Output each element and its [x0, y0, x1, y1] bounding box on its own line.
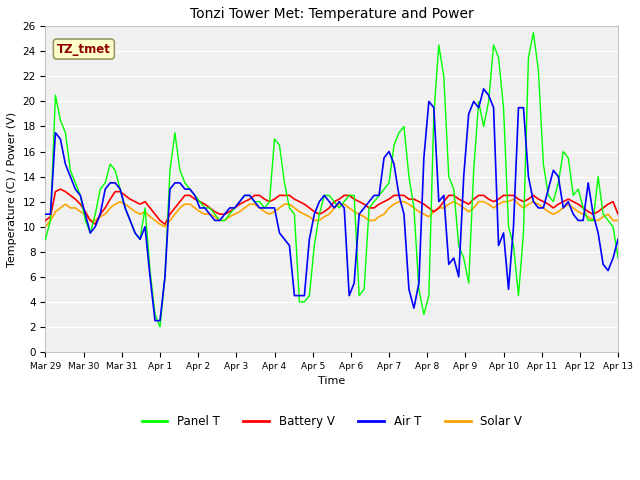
X-axis label: Time: Time	[318, 376, 346, 386]
Y-axis label: Temperature (C) / Power (V): Temperature (C) / Power (V)	[7, 111, 17, 267]
Legend: Panel T, Battery V, Air T, Solar V: Panel T, Battery V, Air T, Solar V	[137, 410, 527, 432]
Text: TZ_tmet: TZ_tmet	[57, 43, 111, 56]
Title: Tonzi Tower Met: Temperature and Power: Tonzi Tower Met: Temperature and Power	[190, 7, 474, 21]
